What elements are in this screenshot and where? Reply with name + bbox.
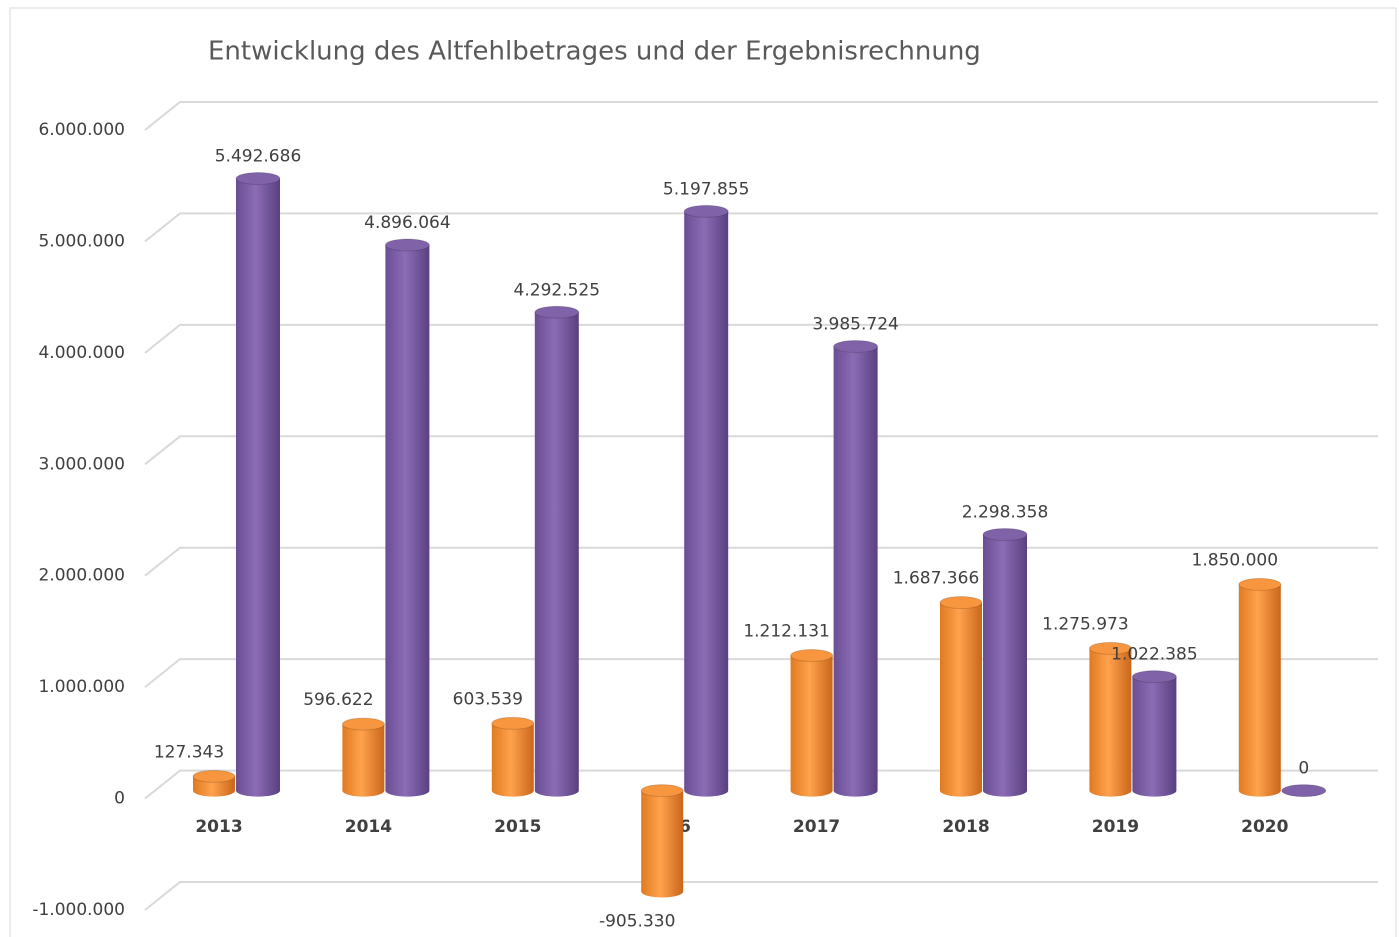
bar-top — [341, 717, 385, 731]
x-tick-label: 2020 — [1241, 817, 1288, 837]
value-label: 1.687.366 — [893, 569, 980, 589]
value-label: -905.330 — [599, 911, 675, 931]
value-label: 1.275.973 — [1042, 614, 1129, 634]
x-tick-label: 2015 — [494, 817, 541, 837]
y-tick-label: 3.000.000 — [38, 454, 125, 474]
y-tick-label: -1.000.000 — [32, 900, 125, 920]
bar-top — [491, 716, 535, 730]
grid-line — [144, 546, 1378, 577]
y-tick-label: 1.000.000 — [38, 677, 125, 697]
value-label: 603.539 — [453, 689, 523, 709]
bar — [192, 769, 236, 797]
bar-top — [833, 339, 879, 353]
bar-body — [342, 724, 385, 797]
bar-body — [491, 723, 534, 797]
value-label: 2.298.358 — [962, 502, 1049, 522]
bar-top — [982, 527, 1028, 541]
chart-border — [9, 7, 1397, 937]
bar-top — [1238, 577, 1282, 591]
bar-top — [235, 172, 281, 186]
bar-top — [683, 204, 729, 218]
grid-line — [144, 323, 1378, 354]
bar-body — [833, 346, 878, 797]
bar — [683, 204, 729, 797]
bar — [1238, 577, 1282, 797]
bar-top — [1281, 784, 1327, 798]
y-tick-label: 5.000.000 — [38, 231, 125, 251]
x-tick-label: 2014 — [345, 817, 392, 837]
x-tick-label: 2017 — [793, 817, 840, 837]
value-label: 596.622 — [303, 690, 373, 710]
value-label: 1.850.000 — [1192, 550, 1279, 570]
bar — [491, 716, 535, 797]
value-label: 1.022.385 — [1111, 645, 1198, 665]
bar — [384, 238, 430, 797]
grid-line — [144, 101, 1378, 131]
value-label: 1.212.131 — [743, 622, 830, 642]
chart-title: Entwicklung des Altfehlbetrages und der … — [208, 37, 981, 67]
bar — [939, 596, 983, 797]
value-label: 3.985.724 — [812, 314, 899, 334]
bar — [1131, 670, 1177, 797]
grid-line — [144, 435, 1378, 466]
x-tick-label: 2018 — [942, 817, 989, 837]
bar-body — [385, 245, 430, 797]
bar-body — [983, 534, 1027, 797]
bar-top — [534, 305, 580, 319]
bar-top — [192, 769, 236, 783]
bar — [790, 649, 834, 797]
bar-top — [790, 649, 834, 663]
bar — [833, 339, 879, 797]
value-label: 0 — [1298, 759, 1309, 779]
value-label: 127.343 — [154, 742, 224, 762]
bar-body — [236, 178, 280, 797]
bar-top — [939, 596, 983, 610]
bar-body — [1132, 676, 1177, 797]
bar-top — [384, 238, 430, 252]
grid-line — [144, 212, 1378, 243]
bar — [341, 717, 385, 797]
bar-body — [641, 790, 684, 898]
bar-top — [1131, 670, 1177, 684]
bar-body — [1238, 584, 1281, 797]
x-tick-label: 2019 — [1092, 817, 1139, 837]
bar-body — [684, 211, 729, 797]
value-label: 5.197.855 — [663, 179, 750, 199]
y-tick-label: 0 — [114, 789, 125, 809]
bar-body — [1089, 648, 1132, 797]
bar-body — [790, 655, 833, 797]
bar-body — [534, 312, 579, 797]
y-tick-label: 4.000.000 — [38, 343, 125, 363]
bar-body — [940, 602, 982, 797]
bar — [1088, 641, 1132, 797]
grid-line — [144, 881, 1378, 911]
bar — [534, 305, 580, 797]
value-label: 4.896.064 — [364, 213, 451, 233]
grid-line — [144, 769, 1378, 800]
y-tick-label: 2.000.000 — [38, 566, 125, 586]
bar — [982, 527, 1028, 797]
value-label: 4.292.525 — [514, 280, 601, 300]
bar — [640, 784, 684, 898]
y-tick-label: 6.000.000 — [38, 120, 125, 140]
bar-top — [640, 784, 684, 798]
bar — [235, 172, 281, 797]
bar-top — [1088, 641, 1132, 655]
x-tick-label: 2013 — [195, 817, 242, 837]
value-label: 5.492.686 — [215, 147, 302, 167]
bar — [1281, 784, 1327, 798]
